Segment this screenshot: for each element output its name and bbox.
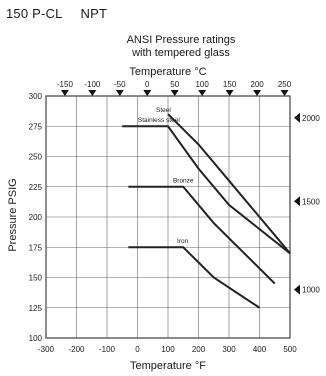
series-label: Steel: [156, 107, 171, 114]
x-tick-label: 500: [283, 345, 297, 354]
series-line: [122, 125, 291, 255]
x2-tick-label: 50: [170, 80, 179, 89]
series-line: [167, 113, 291, 254]
series-label: Stainless steel: [138, 117, 180, 124]
y-tick-label: 300: [29, 92, 43, 101]
y-tick-label: 275: [29, 122, 43, 131]
x2-tick-label: 100: [195, 80, 209, 89]
celsius-tick-marker: [225, 90, 234, 96]
connection-type: NPT: [80, 6, 108, 21]
y-tick-label: 175: [29, 243, 43, 252]
plot-area: 100 125 150 175 200 225 250 275 300 -300 -200 -100 0…: [29, 80, 321, 354]
x-tick-label: -300: [38, 345, 55, 354]
celsius-tick-marker: [253, 90, 262, 96]
chart-title: ANSI Pressure ratings: [127, 34, 236, 46]
celsius-tick-marker: [88, 90, 97, 96]
x2-axis-label: Temperature °C: [129, 66, 206, 78]
y-axis-label: Pressure PSIG: [7, 178, 19, 251]
series-line: [128, 185, 276, 285]
y-tick-label: 150: [29, 274, 43, 283]
celsius-tick-marker: [170, 90, 179, 96]
x-tick-label: 300: [222, 345, 236, 354]
right-marker-arrow: [294, 112, 300, 123]
y-tick-label: 125: [29, 304, 43, 313]
right-marker-arrow: [294, 196, 300, 207]
chart-subtitle: with tempered glass: [131, 47, 230, 59]
x-tick-label: 100: [161, 345, 175, 354]
model-name: 150 P-CL: [6, 6, 63, 21]
celsius-tick-marker: [280, 90, 289, 96]
x2-tick-label: 200: [250, 80, 264, 89]
right-marker-arrow: [294, 284, 300, 295]
x-axis-label: Temperature °F: [130, 360, 206, 372]
x2-tick-label: -100: [84, 80, 101, 89]
y-tick-label: 250: [29, 153, 43, 162]
x2-tick-label: 0: [145, 80, 150, 89]
x-tick-label: 400: [253, 345, 267, 354]
x-tick-label: -200: [68, 345, 85, 354]
y-tick-label: 100: [29, 334, 43, 343]
y-tick-label: 200: [29, 213, 43, 222]
page-title: 150 P-CL NPT: [6, 6, 107, 21]
x2-tick-label: 250: [278, 80, 292, 89]
series-line: [128, 246, 261, 309]
right-marker-label: 2000: [302, 114, 320, 123]
series-label: Bronze: [173, 177, 194, 184]
series-label: Iron: [177, 238, 189, 245]
celsius-tick-marker: [115, 90, 124, 96]
right-marker-label: 1000: [302, 286, 320, 295]
x-tick-label: -100: [99, 345, 116, 354]
x2-tick-label: -50: [114, 80, 126, 89]
celsius-tick-marker: [143, 90, 152, 96]
right-marker-label: 1500: [302, 197, 320, 206]
x-tick-label: 200: [192, 345, 206, 354]
y-tick-label: 225: [29, 183, 43, 192]
x-tick-label: 0: [135, 345, 140, 354]
x2-tick-label: -150: [57, 80, 74, 89]
celsius-tick-marker: [60, 90, 69, 96]
x2-tick-label: 150: [223, 80, 237, 89]
celsius-tick-marker: [198, 90, 207, 96]
